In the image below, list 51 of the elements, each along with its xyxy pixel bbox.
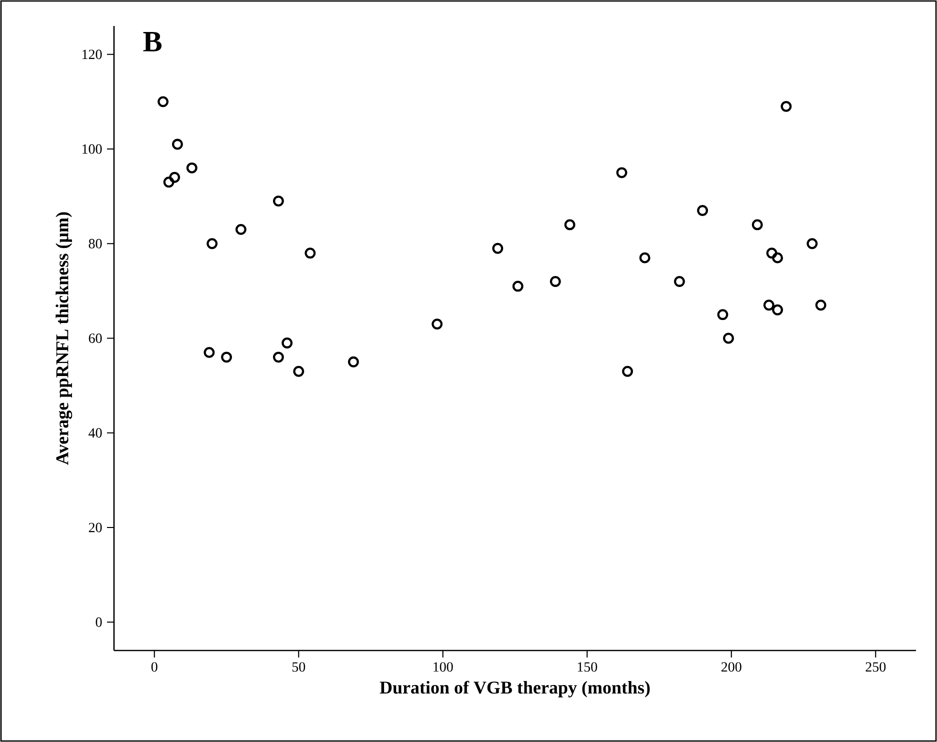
- y-tick-label: 20: [88, 522, 102, 532]
- x-axis-title: Duration of VGB therapy (months): [380, 680, 650, 698]
- y-axis-title: Average ppRNFL thickness (µm): [56, 212, 72, 465]
- x-tick-label: 100: [434, 662, 453, 672]
- point: [639, 252, 650, 264]
- y-tick-label: 120: [82, 50, 102, 60]
- point: [815, 300, 826, 311]
- point: [772, 304, 784, 316]
- x-tick-label: 250: [866, 662, 886, 672]
- point: [564, 219, 576, 230]
- x-tick-label: 0: [151, 662, 158, 672]
- point: [550, 276, 561, 287]
- point: [172, 138, 183, 150]
- point: [272, 196, 284, 207]
- point: [492, 242, 504, 254]
- point: [169, 172, 180, 183]
- point: [723, 332, 734, 344]
- x-tick-label: 150: [578, 662, 598, 672]
- point: [158, 96, 169, 108]
- x-tick-label: 200: [721, 662, 742, 672]
- point: [163, 176, 174, 188]
- point: [717, 309, 728, 320]
- point: [806, 238, 818, 250]
- point: [235, 224, 246, 235]
- y-tick-label: 100: [82, 144, 102, 154]
- point: [348, 356, 359, 368]
- point: [780, 100, 792, 112]
- chart-title: B: [143, 32, 162, 52]
- point: [697, 205, 708, 216]
- point: [272, 352, 284, 363]
- point: [616, 167, 628, 178]
- y-tick-label: 40: [88, 428, 102, 438]
- x-tick-label: 50: [292, 662, 306, 672]
- point: [282, 338, 293, 348]
- y-tick-label: 0: [96, 617, 102, 627]
- point: [206, 238, 218, 250]
- point: [221, 352, 232, 363]
- point: [304, 248, 316, 259]
- point: [432, 318, 443, 330]
- point: [293, 366, 304, 377]
- point: [763, 300, 774, 311]
- y-tick-label: 60: [88, 334, 102, 343]
- point: [204, 346, 215, 358]
- point: [752, 219, 763, 230]
- point: [622, 366, 633, 377]
- y-tick-label: 80: [88, 238, 102, 248]
- point: [674, 276, 685, 287]
- point: [186, 162, 198, 174]
- point: [766, 248, 778, 259]
- point: [772, 252, 784, 264]
- point: [512, 280, 524, 292]
